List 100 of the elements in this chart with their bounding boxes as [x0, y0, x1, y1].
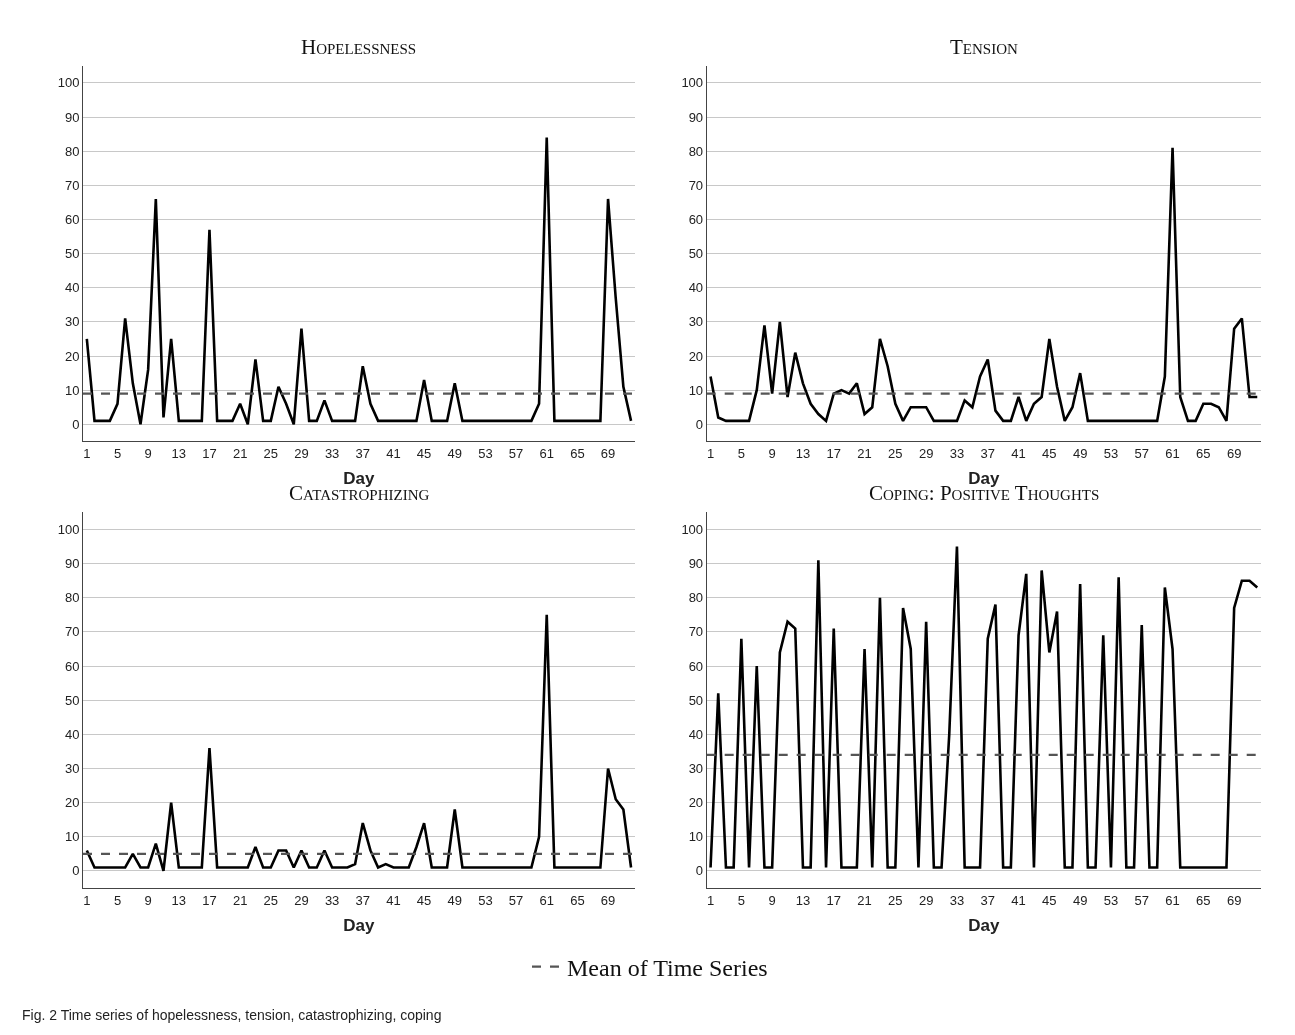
- x-tick-label: 69: [1226, 445, 1242, 461]
- x-tick-label: 61: [1165, 892, 1180, 908]
- x-tick-label: 21: [857, 445, 872, 461]
- y-tick-label: 30: [688, 761, 704, 777]
- x-tick-label: 69: [600, 445, 616, 461]
- x-tick-label: 65: [570, 892, 585, 908]
- line-series: [709, 545, 1259, 869]
- y-tick-label: 0: [695, 863, 704, 879]
- y-tick-label: 50: [688, 692, 704, 708]
- x-tick-label: 21: [857, 892, 872, 908]
- x-tick-label: 5: [737, 892, 745, 908]
- y-tick-label: 30: [688, 314, 704, 330]
- x-tick-label: 9: [144, 445, 152, 461]
- line-series: [85, 613, 633, 873]
- y-tick-label: 80: [64, 143, 80, 159]
- x-tick-label: 65: [1196, 445, 1211, 461]
- y-tick-label: 90: [64, 109, 80, 125]
- x-tick-label: 5: [737, 445, 745, 461]
- y-tick-label: 50: [64, 246, 80, 262]
- y-tick-label: 70: [64, 624, 80, 640]
- y-tick-label: 10: [688, 382, 704, 398]
- x-tick-label: 53: [478, 892, 493, 908]
- x-tick-label: 37: [980, 892, 995, 908]
- y-tick-label: 70: [64, 177, 80, 193]
- x-tick-label: 45: [416, 892, 432, 908]
- x-tick-label: 33: [949, 445, 965, 461]
- x-tick-label: 1: [83, 445, 91, 461]
- y-tick-label: 20: [64, 348, 80, 364]
- y-tick-label: 80: [688, 590, 704, 606]
- x-tick-label: 9: [768, 892, 776, 908]
- x-tick-label: 33: [324, 445, 340, 461]
- x-tick-label: 37: [355, 892, 370, 908]
- caption: Fig. 2 Time series of hopelessness, tension, catastrophizing, coping: [22, 1007, 442, 1023]
- chart-title: Tension: [950, 35, 1018, 59]
- y-tick-label: 10: [688, 829, 704, 845]
- y-tick-label: 100: [57, 75, 80, 91]
- x-tick-label: 5: [113, 445, 122, 461]
- x-tick-label: 13: [795, 445, 811, 461]
- y-tick-label: 80: [64, 590, 80, 606]
- x-tick-label: 41: [386, 445, 401, 461]
- x-tick-label: 45: [1042, 892, 1057, 908]
- y-tick-label: 90: [688, 556, 704, 572]
- y-tick-label: 100: [57, 522, 80, 538]
- x-tick-label: 13: [795, 892, 811, 908]
- x-tick-label: 17: [202, 892, 217, 908]
- x-tick-label: 57: [1134, 445, 1149, 461]
- x-tick-label: 25: [888, 445, 903, 461]
- x-tick-label: 57: [508, 445, 524, 461]
- y-tick-label: 100: [681, 75, 704, 91]
- y-tick-label: 60: [688, 658, 704, 674]
- x-tick-label: 37: [980, 445, 995, 461]
- x-tick-label: 25: [263, 445, 279, 461]
- x-tick-label: 49: [1072, 892, 1088, 908]
- y-tick-label: 60: [688, 212, 704, 228]
- x-tick-label: 17: [826, 892, 841, 908]
- y-tick-label: 30: [64, 314, 80, 330]
- x-tick-label: 53: [478, 445, 493, 461]
- x-tick-label: 1: [706, 892, 715, 908]
- chart-title: Hopelessness: [301, 35, 417, 59]
- y-tick-label: 50: [688, 246, 704, 262]
- x-tick-label: 37: [355, 445, 370, 461]
- x-axis-title: Day: [968, 915, 1001, 935]
- x-tick-label: 9: [768, 445, 776, 461]
- x-tick-label: 57: [1134, 892, 1149, 908]
- y-tick-label: 50: [64, 692, 80, 708]
- y-tick-label: 60: [64, 658, 80, 674]
- x-tick-label: 45: [1042, 445, 1057, 461]
- x-tick-label: 65: [570, 445, 585, 461]
- x-tick-label: 17: [826, 445, 841, 461]
- x-tick-label: 1: [706, 445, 715, 461]
- x-tick-label: 25: [888, 892, 903, 908]
- x-tick-label: 13: [171, 892, 187, 908]
- x-tick-label: 21: [232, 892, 248, 908]
- x-tick-label: 5: [113, 892, 122, 908]
- x-tick-label: 49: [447, 445, 462, 461]
- y-tick-label: 20: [688, 795, 704, 811]
- x-tick-label: 49: [1072, 445, 1088, 461]
- y-tick-label: 70: [688, 624, 704, 640]
- x-tick-label: 41: [1011, 892, 1026, 908]
- x-tick-label: 69: [1226, 892, 1242, 908]
- x-tick-label: 29: [294, 445, 309, 461]
- x-tick-label: 13: [171, 445, 187, 461]
- y-tick-label: 40: [64, 280, 80, 296]
- y-tick-label: 30: [64, 761, 80, 777]
- y-tick-label: 80: [688, 143, 704, 159]
- x-tick-label: 9: [144, 892, 152, 908]
- x-tick-label: 69: [600, 892, 616, 908]
- y-tick-label: 0: [72, 863, 80, 879]
- x-tick-label: 53: [1103, 445, 1119, 461]
- x-tick-label: 21: [232, 445, 248, 461]
- x-tick-label: 33: [324, 892, 340, 908]
- x-tick-label: 29: [918, 445, 934, 461]
- x-tick-label: 65: [1196, 892, 1211, 908]
- x-tick-label: 29: [294, 892, 309, 908]
- x-tick-label: 41: [386, 892, 401, 908]
- y-tick-label: 10: [64, 829, 80, 845]
- y-tick-label: 0: [695, 416, 704, 432]
- y-tick-label: 90: [688, 109, 704, 125]
- x-tick-label: 61: [539, 892, 554, 908]
- x-tick-label: 25: [263, 892, 279, 908]
